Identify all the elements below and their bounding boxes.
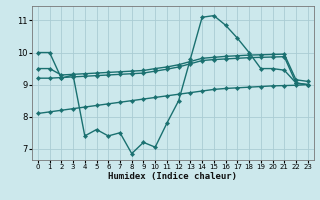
X-axis label: Humidex (Indice chaleur): Humidex (Indice chaleur) bbox=[108, 172, 237, 181]
